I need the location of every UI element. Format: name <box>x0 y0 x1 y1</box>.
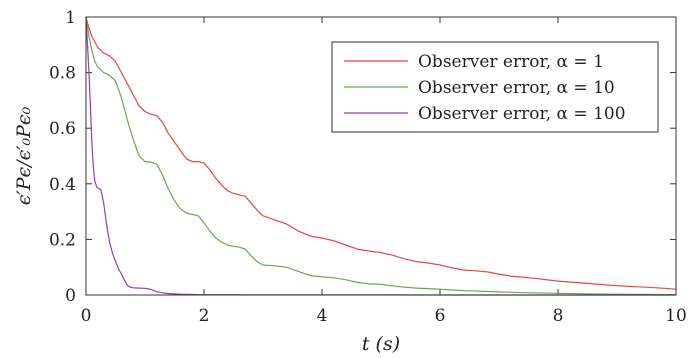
legend: Observer error, α = 1 Observer error, α =… <box>331 41 659 133</box>
legend-label-2: Observer error, α = 10 <box>418 78 615 98</box>
x-axis-ticks: 0 2 4 6 8 10 <box>81 17 687 326</box>
y-tick-label: 0.8 <box>49 64 76 84</box>
y-tick-label: 0 <box>65 286 76 306</box>
x-tick-label: 6 <box>435 306 446 326</box>
series-line-1 <box>85 16 677 290</box>
x-axis-label: t (s) <box>362 333 400 355</box>
legend-label-1: Observer error, α = 1 <box>418 52 604 72</box>
y-tick-label: 0.6 <box>49 119 76 139</box>
x-tick-label: 8 <box>553 306 564 326</box>
x-tick-label: 2 <box>199 306 210 326</box>
series-line-2 <box>85 16 677 296</box>
y-tick-label: 0.2 <box>49 230 76 250</box>
y-axis-label: ϵ′Pϵ/ϵ′₀Pϵ₀ <box>13 106 35 205</box>
y-tick-label: 1 <box>65 8 76 28</box>
y-axis-ticks: 0 0.2 0.4 0.6 0.8 1 <box>49 8 676 306</box>
x-tick-label: 4 <box>317 306 328 326</box>
y-tick-label: 0.4 <box>49 175 76 195</box>
x-tick-label: 10 <box>665 306 687 326</box>
legend-label-3: Observer error, α = 100 <box>418 104 626 124</box>
x-tick-label: 0 <box>81 306 92 326</box>
plot-frame <box>85 16 677 296</box>
